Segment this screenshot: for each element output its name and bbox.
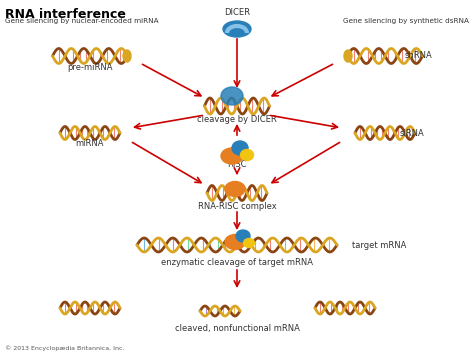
Text: DICER: DICER <box>224 8 250 17</box>
Ellipse shape <box>123 50 131 62</box>
Ellipse shape <box>223 21 251 37</box>
Text: target mRNA: target mRNA <box>352 241 406 249</box>
Ellipse shape <box>240 150 254 160</box>
Ellipse shape <box>236 230 250 242</box>
Text: shRNA: shRNA <box>405 52 433 61</box>
Ellipse shape <box>244 238 255 248</box>
Text: siRNA: siRNA <box>400 129 425 138</box>
Text: enzymatic cleavage of target mRNA: enzymatic cleavage of target mRNA <box>161 258 313 267</box>
Ellipse shape <box>221 87 243 105</box>
Text: pre-miRNA: pre-miRNA <box>67 63 113 72</box>
Text: miRNA: miRNA <box>76 139 104 148</box>
Text: cleavage by DICER: cleavage by DICER <box>197 115 277 124</box>
Text: RNA interference: RNA interference <box>5 8 126 21</box>
Ellipse shape <box>232 141 248 155</box>
Ellipse shape <box>225 234 245 249</box>
Text: RNA-RISC complex: RNA-RISC complex <box>198 202 276 211</box>
Text: RISC: RISC <box>227 160 247 169</box>
Text: Gene silencing by synthetic dsRNA: Gene silencing by synthetic dsRNA <box>343 18 469 24</box>
Text: © 2013 Encyclopædia Britannica, Inc.: © 2013 Encyclopædia Britannica, Inc. <box>5 345 125 351</box>
Ellipse shape <box>344 50 352 62</box>
Text: Gene silencing by nuclear-encoded miRNA: Gene silencing by nuclear-encoded miRNA <box>5 18 159 24</box>
Ellipse shape <box>221 148 243 164</box>
Text: cleaved, nonfunctional mRNA: cleaved, nonfunctional mRNA <box>174 324 300 333</box>
Ellipse shape <box>225 182 245 196</box>
